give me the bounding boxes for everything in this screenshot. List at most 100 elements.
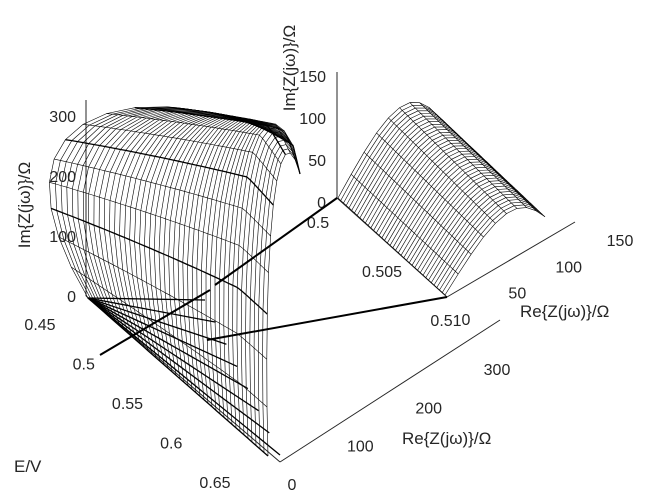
mesh-line xyxy=(395,158,496,251)
mesh-line xyxy=(153,115,273,369)
mesh-line xyxy=(354,118,455,214)
mesh-line xyxy=(365,129,466,224)
mesh-line xyxy=(337,197,446,296)
mesh-line xyxy=(249,135,297,443)
mesh-line xyxy=(240,127,295,435)
mesh-line xyxy=(422,185,524,276)
tick-label: 0 xyxy=(67,289,76,306)
mesh-line xyxy=(163,116,275,376)
mesh-line xyxy=(65,139,274,206)
tick-label: 0.6 xyxy=(160,436,182,453)
mesh-line xyxy=(87,297,259,412)
mesh-line xyxy=(253,139,298,446)
mesh-line xyxy=(420,183,521,273)
mesh-line xyxy=(373,137,474,231)
mesh-line xyxy=(392,156,494,248)
main-re-axis-label: Re{Z(jω)}/Ω xyxy=(402,429,491,448)
tick-label: 200 xyxy=(415,400,442,417)
mesh-line xyxy=(387,150,488,243)
mesh-line xyxy=(50,207,268,315)
tick-label: 300 xyxy=(484,362,511,379)
mesh-line xyxy=(370,134,472,228)
mesh-line xyxy=(87,297,270,434)
zoom-connectors xyxy=(99,197,448,356)
mesh-line xyxy=(54,158,271,237)
tick-label: 150 xyxy=(299,69,326,86)
mesh-line xyxy=(350,174,459,275)
mesh-line xyxy=(388,117,496,224)
tick-label: 100 xyxy=(49,229,76,246)
mesh-line xyxy=(87,297,249,390)
inset-re-axis xyxy=(446,221,576,298)
mesh-line xyxy=(87,297,238,368)
tick-label: 150 xyxy=(607,233,634,250)
mesh-line xyxy=(356,121,458,216)
mesh-line xyxy=(82,109,252,320)
mesh-line xyxy=(399,107,507,214)
mesh-line xyxy=(87,297,281,456)
inset-z-axis-label: Im{Z(jω)}/Ω xyxy=(280,25,299,111)
mesh-line xyxy=(428,107,537,211)
mesh-line xyxy=(236,123,294,432)
mesh-line xyxy=(257,144,299,450)
mesh-line xyxy=(367,131,469,226)
mesh-line xyxy=(49,182,269,273)
mesh-line xyxy=(345,110,447,206)
mesh-line xyxy=(376,132,484,238)
mesh-line xyxy=(58,236,268,360)
connector-line xyxy=(206,296,448,341)
main-e-axis-label: E/V xyxy=(14,457,42,476)
mesh-line xyxy=(210,121,287,411)
tick-label: 50 xyxy=(308,153,326,170)
mesh-line xyxy=(417,180,518,271)
inset-re-axis-label: Re{Z(jω)}/Ω xyxy=(520,302,609,321)
mesh-line xyxy=(362,126,463,221)
mesh-line xyxy=(425,188,526,278)
tick-label: 0 xyxy=(317,195,326,212)
mesh-line xyxy=(71,266,268,408)
mesh-line xyxy=(82,124,278,182)
tick-label: 200 xyxy=(49,169,76,186)
mesh-line xyxy=(436,199,537,288)
mesh-line xyxy=(439,201,540,291)
tick-label: 100 xyxy=(555,259,582,276)
mesh-line xyxy=(437,115,546,218)
mesh-line xyxy=(419,102,527,208)
main-re-axis xyxy=(279,319,501,463)
main-surface-mesh xyxy=(49,106,301,457)
tick-label: 0.65 xyxy=(199,475,230,492)
mesh-line xyxy=(378,142,480,236)
connector-line xyxy=(214,197,338,286)
tick-label: 0.55 xyxy=(112,396,143,413)
mesh-line xyxy=(168,116,277,379)
mesh-line xyxy=(343,107,444,204)
mesh-line xyxy=(262,148,300,453)
mesh-line xyxy=(201,110,296,160)
mesh-line xyxy=(124,112,265,348)
tick-label: 0.5 xyxy=(307,215,329,232)
mesh-line xyxy=(444,207,546,296)
mesh-line xyxy=(381,145,483,238)
mesh-line xyxy=(411,174,513,266)
mesh-line xyxy=(219,121,289,418)
mesh-line xyxy=(134,113,268,355)
mesh-line xyxy=(389,153,491,246)
mesh-line xyxy=(348,113,450,209)
mesh-line xyxy=(433,196,535,286)
mesh-line xyxy=(337,102,439,199)
mesh-line xyxy=(87,297,216,323)
mesh-line xyxy=(384,148,485,241)
mesh-line xyxy=(359,124,461,219)
main-z-axis-label: Im{Z(jω)}/Ω xyxy=(15,162,34,248)
mesh-line xyxy=(400,164,502,256)
mesh-line xyxy=(235,119,301,175)
mesh-line xyxy=(363,151,472,255)
tick-label: 0.5 xyxy=(73,357,95,374)
tick-label: 50 xyxy=(508,286,526,303)
mesh-line xyxy=(376,140,477,233)
mesh-line xyxy=(351,115,452,211)
connector-line xyxy=(99,289,211,356)
